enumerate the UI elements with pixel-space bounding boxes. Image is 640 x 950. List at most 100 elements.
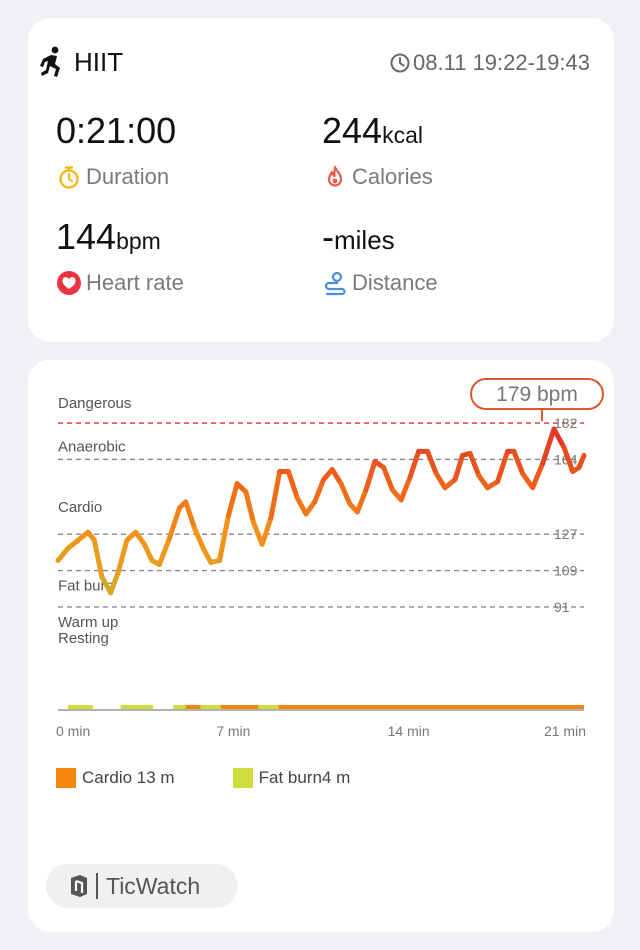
max-marker-bubble (470, 378, 604, 410)
heart-rate-segment (354, 487, 369, 515)
zone-lines (58, 422, 584, 608)
heart-rate-segment (55, 545, 71, 563)
heart-rate-segment (561, 444, 576, 475)
x-axis-ticks: 0 min 7 min 14 min 21 min (56, 723, 586, 739)
heart-rate-unit: bpm (116, 228, 161, 254)
heart-rate-segment (250, 519, 265, 547)
heart-rate-segment (166, 505, 182, 541)
workout-time-range: 08.11 19:22-19:43 (389, 50, 590, 76)
heart-rate-segment (217, 513, 231, 563)
x-tick-label: 21 min (544, 723, 586, 739)
zone-bar-segment-cardio (220, 705, 259, 709)
legend-swatch-cardio (56, 768, 76, 788)
legend-swatch-fat-burn (232, 768, 253, 788)
duration-value-row: 0:21:00 (56, 110, 176, 152)
flame-icon (327, 165, 343, 187)
zone-labels: Dangerous Anaerobic Cardio Fat burn Warm upR… (58, 395, 131, 647)
heart-rate-segment (495, 448, 511, 485)
zone-bar-segment-fat-burn (258, 705, 279, 709)
distance-label: Distance (352, 270, 438, 295)
heart-rate-segment (540, 426, 557, 466)
stopwatch-icon (59, 166, 79, 189)
calories-stat: 244kcal Calories (322, 110, 433, 190)
duration-label: Duration (86, 164, 170, 189)
ticwatch-brand-badge[interactable]: TicWatch (46, 864, 238, 908)
heart-rate-segment (91, 537, 105, 580)
calories-label-row: Calories (322, 164, 433, 190)
threshold-label-fat-burn: 109 (554, 563, 578, 579)
heart-rate-segment (551, 426, 567, 450)
calories-value: 244 (322, 110, 383, 151)
heart-rate-value-row: 144bpm (56, 216, 184, 258)
heart-rate-segment (363, 458, 378, 493)
distance-stat: -miles Distance (322, 216, 438, 296)
heart-rate-stat: 144bpm Heart rate (56, 216, 184, 296)
ticwatch-logo-icon (71, 875, 87, 897)
heart-rate-segment (285, 469, 300, 501)
heart-rate-segment (115, 537, 130, 576)
heart-rate-segment (225, 481, 240, 519)
activity-title: HIIT (38, 46, 123, 78)
duration-value: 0:21:00 (56, 110, 177, 151)
distance-value-row: -miles (322, 216, 438, 258)
distance-unit: miles (334, 225, 395, 255)
zone-label-warm-up: Warm up (58, 614, 118, 631)
distance-value: - (322, 216, 334, 257)
heart-rate-chart: Dangerous Anaerobic Cardio Fat burn Warm upR… (55, 378, 604, 739)
heart-rate-segment (294, 495, 309, 517)
route-icon (324, 271, 346, 296)
zone-time-bar (58, 705, 584, 711)
x-tick-label: 0 min (56, 723, 90, 739)
heart-rate-segment (312, 477, 327, 505)
zone-label-dangerous: Dangerous (58, 395, 131, 412)
threshold-label-cardio: 127 (554, 526, 578, 542)
heart-rate-segment (452, 452, 466, 483)
zone-bar-segment-fat-burn (120, 705, 154, 709)
x-tick-label: 14 min (388, 723, 430, 739)
heart-rate-segment (576, 452, 587, 471)
x-tick-label: 7 min (216, 723, 250, 739)
duration-stat: 0:21:00 Duration (56, 110, 176, 190)
zone-label-cardio: Cardio (58, 499, 102, 516)
heart-rate-line (55, 426, 587, 596)
heart-rate-segment (329, 467, 344, 487)
zone-bar-segment-cardio (278, 705, 584, 709)
heart-rate-segment (467, 450, 482, 479)
brand-separator (96, 873, 98, 899)
distance-label-row: Distance (322, 270, 438, 296)
calories-value-row: 244kcal (322, 110, 433, 152)
heart-rate-label: Heart rate (86, 270, 184, 295)
legend-item-cardio: Cardio 13 m (56, 768, 175, 788)
runner-icon (40, 46, 60, 77)
zone-bar-segment-fat-burn (173, 705, 186, 709)
heart-rate-segment (259, 515, 274, 547)
heart-rate-segment (183, 499, 198, 531)
legend-item-fat-burn: Fat burn4 m (232, 768, 350, 788)
heart-rate-segment (268, 469, 283, 521)
heart-icon (57, 271, 81, 295)
calories-unit: kcal (382, 122, 423, 148)
heart-rate-segment (200, 545, 214, 565)
heart-rate-segment (243, 489, 256, 525)
zone-label-resting: Resting (58, 630, 109, 647)
zone-label-anaerobic: Anaerobic (58, 438, 126, 455)
zone-label-fat-burn: Fat burn (58, 578, 114, 595)
heart-rate-segment (381, 465, 395, 493)
heart-rate-segment (424, 448, 439, 477)
heart-rate-chart-card: Dangerous Anaerobic Cardio Fat burn Warm up R… (28, 360, 614, 932)
heart-rate-segment (192, 525, 206, 551)
max-heart-rate-marker: 179 bpm (470, 378, 604, 422)
heart-rate-segment (530, 460, 546, 491)
zone-bar-segment-cardio (185, 705, 201, 709)
heart-rate-value: 144 (56, 216, 117, 257)
brand-label: TicWatch (106, 872, 201, 899)
calories-label: Calories (352, 164, 433, 189)
zone-bar-segment-fat-burn (68, 705, 94, 709)
legend-label-cardio: Cardio 13 m (82, 768, 175, 787)
clock-icon (390, 53, 410, 73)
heart-rate-segment (511, 448, 526, 477)
heart-rate-segment (156, 535, 172, 568)
threshold-label-dangerous: 182 (554, 415, 578, 431)
activity-name: HIIT (74, 46, 124, 77)
